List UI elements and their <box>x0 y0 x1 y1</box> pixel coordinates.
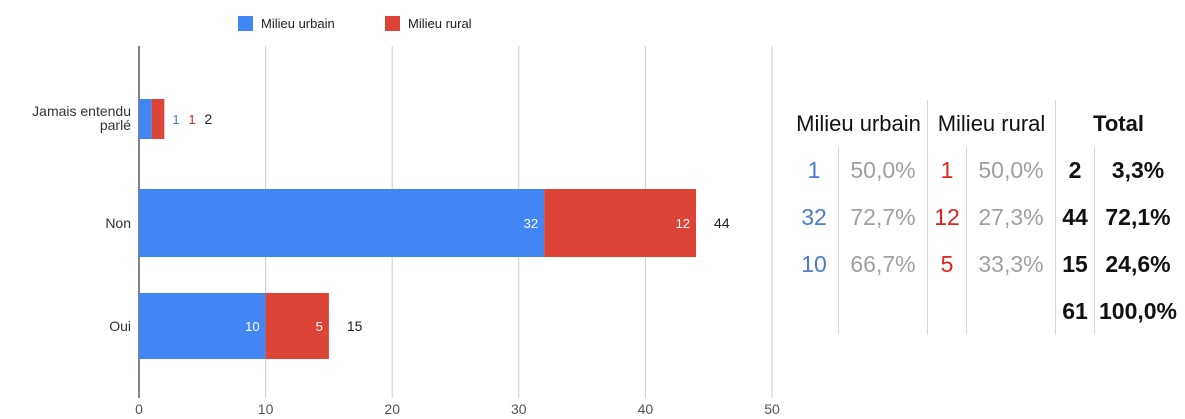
data-label: 5 <box>316 319 323 334</box>
legend-swatch <box>385 16 400 31</box>
bar-segment <box>139 99 152 139</box>
rural-count: 1 <box>927 147 967 194</box>
bar-segment <box>151 99 165 139</box>
grand-total-percent: 100,0% <box>1099 298 1178 324</box>
bar-segment <box>139 293 266 359</box>
table-row-total: 61 100,0% <box>790 288 1181 335</box>
data-label: 10 <box>245 319 259 334</box>
summary-table: Milieu urbain Milieu rural Total 1 50,0%… <box>790 100 1181 335</box>
x-tick-label: 10 <box>258 401 274 417</box>
bar-segment <box>265 293 329 359</box>
legend: Milieu urbain Milieu rural <box>238 16 472 31</box>
total-label: 44 <box>714 215 730 231</box>
urban-count: 10 <box>790 241 839 288</box>
x-tick-label: 20 <box>384 401 400 417</box>
urban-count: 32 <box>790 194 839 241</box>
bar-segment <box>139 189 545 257</box>
total-count: 15 <box>1055 241 1095 288</box>
data-label: 12 <box>676 216 690 231</box>
x-tick-label: 0 <box>135 401 143 417</box>
total-label: 15 <box>347 318 363 334</box>
header-urban: Milieu urbain <box>790 100 928 147</box>
legend-label: Milieu rural <box>408 16 472 31</box>
total-count: 2 <box>1055 147 1095 194</box>
x-tick-label: 40 <box>638 401 654 417</box>
table-row: 10 66,7% 5 33,3% 15 24,6% <box>790 241 1181 288</box>
total-percent: 72,1% <box>1105 204 1171 230</box>
category-label: Non <box>105 215 131 231</box>
urban-count: 1 <box>790 147 839 194</box>
data-label: 32 <box>524 216 538 231</box>
rural-count <box>927 288 967 335</box>
legend-label: Milieu urbain <box>261 16 335 31</box>
x-tick-label: 30 <box>511 401 527 417</box>
urban-percent <box>838 288 928 335</box>
urban-percent: 72,7% <box>838 194 928 241</box>
total-count: 44 <box>1055 194 1095 241</box>
rural-percent: 50,0% <box>966 147 1056 194</box>
urban-percent: 50,0% <box>838 147 928 194</box>
table-header-row: Milieu urbain Milieu rural Total <box>790 100 1181 147</box>
category-label: parlé <box>100 117 131 133</box>
header-total: Total <box>1093 110 1144 136</box>
rural-count: 12 <box>927 194 967 241</box>
category-label: Oui <box>109 318 131 334</box>
total-percent: 3,3% <box>1111 157 1165 183</box>
data-label: 1 <box>188 112 195 127</box>
total-label: 2 <box>204 111 212 127</box>
rural-percent: 27,3% <box>966 194 1056 241</box>
data-label: 1 <box>172 112 179 127</box>
grand-total-count: 61 <box>1055 288 1095 335</box>
category-label: Jamais entendu <box>32 103 131 119</box>
rural-percent: 33,3% <box>966 241 1056 288</box>
urban-percent: 66,7% <box>838 241 928 288</box>
stacked-bar-chart: Milieu urbain Milieu rural 0 10 20 30 40 50 Ja… <box>32 16 780 417</box>
urban-count <box>790 288 839 335</box>
table-row: 1 50,0% 1 50,0% 2 3,3% <box>790 147 1181 194</box>
header-rural: Milieu rural <box>927 100 1056 147</box>
bars <box>139 99 697 359</box>
total-percent: 24,6% <box>1105 251 1171 277</box>
table-row: 32 72,7% 12 27,3% 44 72,1% <box>790 194 1181 241</box>
rural-percent <box>966 288 1056 335</box>
rural-count: 5 <box>927 241 967 288</box>
x-tick-label: 50 <box>764 401 780 417</box>
bar-segment <box>544 189 697 257</box>
legend-swatch <box>238 16 253 31</box>
